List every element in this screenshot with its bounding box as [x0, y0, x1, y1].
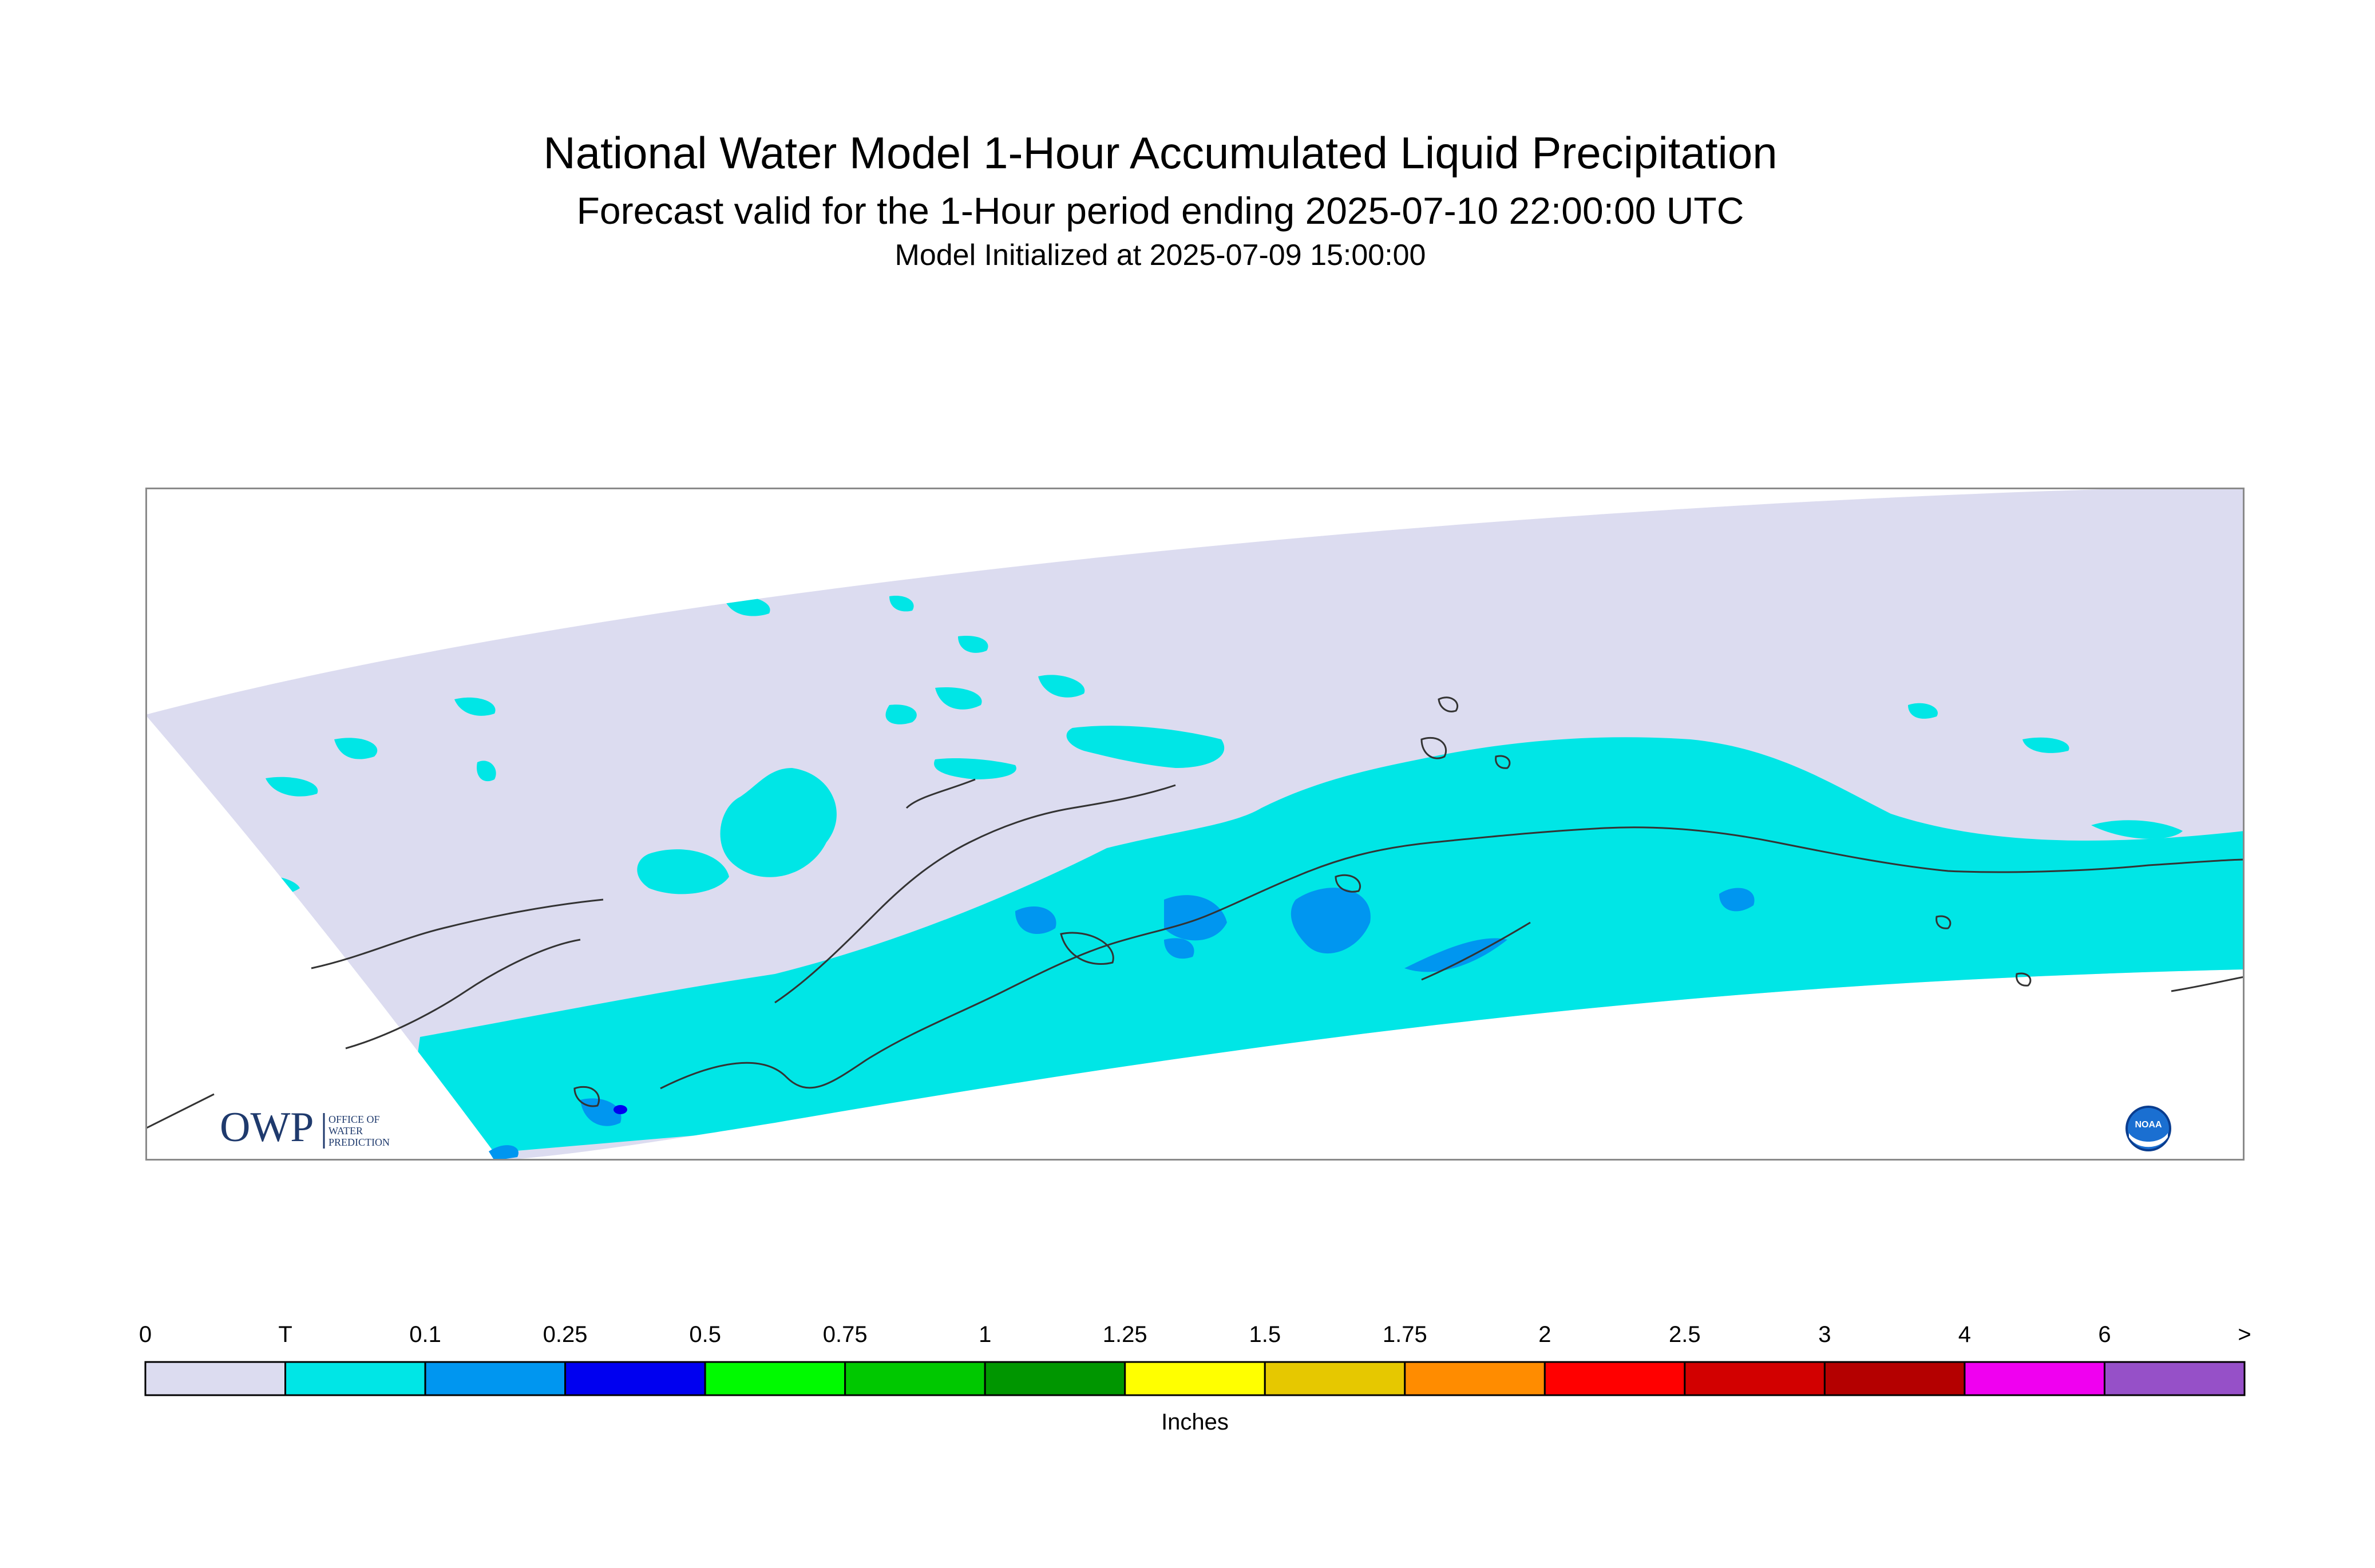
legend-bin — [2103, 1361, 2246, 1396]
legend-tick-label: 1.5 — [1249, 1322, 1281, 1347]
legend-tick-label: 1 — [979, 1322, 991, 1347]
legend-end-label: > — [2238, 1322, 2251, 1347]
legend-bin — [144, 1361, 287, 1396]
legend-tick-label: 2.5 — [1669, 1322, 1701, 1347]
precipitation-map: OWP OFFICE OF WATER PREDICTION NOAA — [145, 488, 2245, 1161]
legend-tick-label: 0.5 — [689, 1322, 721, 1347]
legend-tick-label: 3 — [1818, 1322, 1831, 1347]
legend-tick-label: 0 — [139, 1322, 152, 1347]
islands — [573, 696, 2032, 1107]
legend-unit-label: Inches — [1161, 1409, 1229, 1435]
map-frame — [145, 488, 2245, 1161]
legend-bin — [1264, 1361, 1406, 1396]
precip-legend: 0 T 0.1 0.25 0.5 0.75 1 1.25 1.5 1.75 2 2.5 3 4 6 > In… — [139, 1322, 2251, 1435]
legend-tick-label: 2 — [1538, 1322, 1551, 1347]
legend-bin — [704, 1361, 846, 1396]
legend-bin — [984, 1361, 1126, 1396]
legend-bin — [1684, 1361, 1826, 1396]
chart-title: National Water Model 1-Hour Accumulated … — [543, 128, 1778, 178]
legend-bin — [564, 1361, 706, 1396]
legend-bin — [1124, 1361, 1266, 1396]
noaa-logo-text: NOAA — [2135, 1120, 2162, 1130]
light-precip-areas — [489, 888, 1755, 1161]
legend-tick-label: 1.25 — [1103, 1322, 1147, 1347]
noaa-logo-icon: NOAA — [2125, 1106, 2171, 1151]
legend-color-bins — [144, 1361, 2246, 1396]
chart-subtitle: Forecast valid for the 1-Hour period end… — [576, 189, 1744, 232]
moderate-precip-spot — [613, 1105, 627, 1114]
legend-tick-label: 0.25 — [543, 1322, 588, 1347]
legend-bin — [1823, 1361, 1966, 1396]
alaska-coastline — [145, 778, 2245, 1130]
legend-bin — [1543, 1361, 1686, 1396]
owp-logo-line1: OFFICE OF — [328, 1114, 380, 1125]
model-init-label: Model Initialized at 2025-07-09 15:00:00 — [894, 239, 1426, 272]
owp-logo-line3: PREDICTION — [328, 1137, 390, 1148]
legend-bin — [424, 1361, 567, 1396]
legend-tick-label: 1.75 — [1383, 1322, 1427, 1347]
owp-logo-line2: WATER — [328, 1125, 363, 1137]
legend-tick-label: 0.1 — [409, 1322, 441, 1347]
legend-tick-label: 6 — [2098, 1322, 2111, 1347]
legend-tick-label: T — [278, 1322, 292, 1347]
legend-labels: 0 T 0.1 0.25 0.5 0.75 1 1.25 1.5 1.75 2 2.5 3 4 6 — [139, 1322, 2111, 1347]
legend-bin — [1964, 1361, 2105, 1396]
legend-bin — [844, 1361, 986, 1396]
owp-logo: OWP OFFICE OF WATER PREDICTION — [220, 1104, 390, 1151]
legend-bin — [1404, 1361, 1546, 1396]
legend-tick-label: 4 — [1958, 1322, 1971, 1347]
title-block: National Water Model 1-Hour Accumulated … — [0, 0, 2375, 286]
owp-logo-mark: OWP — [220, 1104, 314, 1151]
legend-bin — [284, 1361, 426, 1396]
legend-tick-label: 0.75 — [823, 1322, 868, 1347]
